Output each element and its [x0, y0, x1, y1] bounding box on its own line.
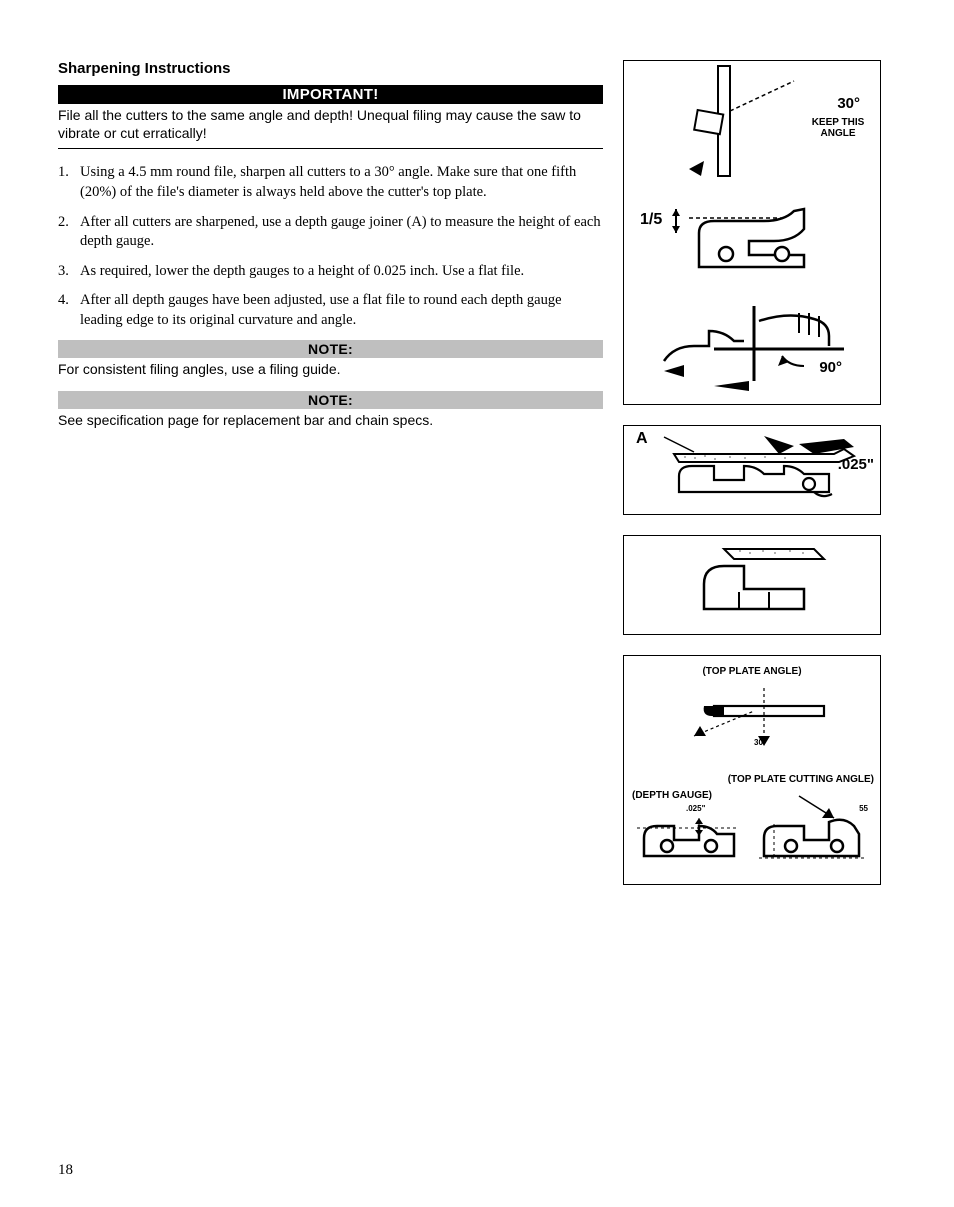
label-30deg: 30° — [837, 95, 860, 112]
step-item: After all depth gauges have been adjuste… — [58, 291, 603, 330]
diagram-angles-svg — [624, 61, 880, 404]
step-item: After all cutters are sharpened, use a d… — [58, 213, 603, 252]
label-a: A — [636, 430, 648, 448]
label-top-plate-angle: (TOP PLATE ANGLE) — [624, 666, 880, 677]
note1-text: For consistent filing angles, use a fili… — [58, 358, 603, 391]
note1-heading-bar: NOTE: — [58, 340, 603, 358]
page-number: 18 — [58, 1162, 73, 1179]
label-top-plate-cutting-angle: (TOP PLATE CUTTING ANGLE) — [728, 774, 874, 785]
important-text: File all the cutters to the same angle a… — [58, 104, 603, 149]
steps-list: Using a 4.5 mm round file, sharpen all c… — [58, 163, 603, 330]
label-depth-gauge: (DEPTH GAUGE) — [632, 790, 712, 801]
section-title: Sharpening Instructions — [58, 60, 603, 77]
diagram-rounding-svg — [624, 536, 880, 634]
label-55: 55 — [859, 804, 868, 813]
step-item: Using a 4.5 mm round file, sharpen all c… — [58, 163, 603, 202]
label-30-small: 30° — [754, 738, 766, 747]
label-025: .025" — [838, 456, 874, 473]
label-keep-angle: KEEP THIS ANGLE — [808, 117, 868, 139]
label-one-fifth: 1/5 — [640, 211, 662, 229]
note2-heading-bar: NOTE: — [58, 391, 603, 409]
content-row: Sharpening Instructions IMPORTANT! File … — [58, 60, 896, 885]
left-column: Sharpening Instructions IMPORTANT! File … — [58, 60, 603, 885]
diagram-angles: 30° KEEP THIS ANGLE 1/5 90° — [623, 60, 881, 405]
diagram-plate-svg — [624, 656, 880, 884]
label-90deg: 90° — [819, 359, 842, 376]
diagram-plate-angles: (TOP PLATE ANGLE) 30° (TOP PLATE CUTTING… — [623, 655, 881, 885]
diagram-rounding — [623, 535, 881, 635]
step-item: As required, lower the depth gauges to a… — [58, 262, 603, 282]
important-heading-bar: IMPORTANT! — [58, 85, 603, 104]
note2-text: See specification page for replacement b… — [58, 409, 603, 442]
right-column: 30° KEEP THIS ANGLE 1/5 90° — [623, 60, 881, 885]
diagram-depth-gauge-joiner: A .025" — [623, 425, 881, 515]
label-025-small: .025" — [686, 804, 705, 813]
